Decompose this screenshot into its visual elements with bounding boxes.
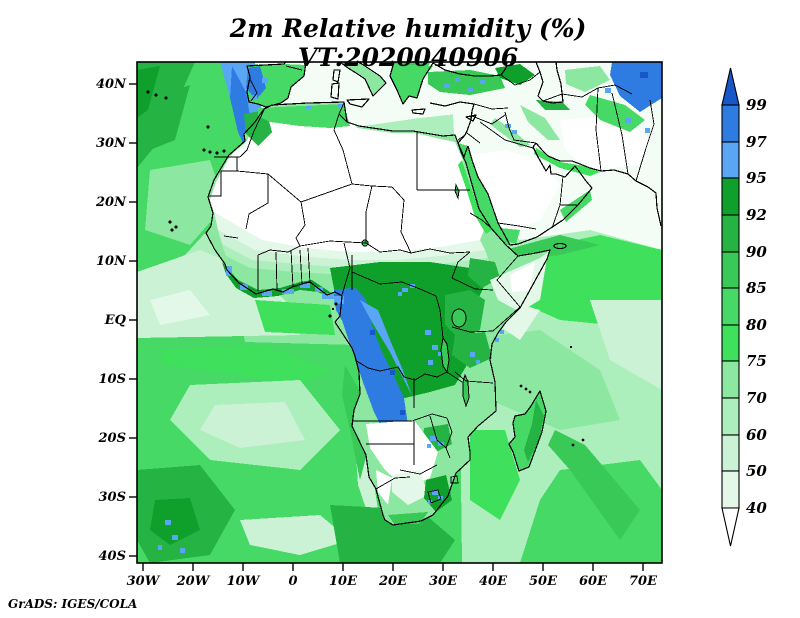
- lon-tick-label: 0: [288, 574, 297, 589]
- lat-tick-label: 30S: [99, 490, 126, 505]
- sahel-band-2: [218, 230, 488, 268]
- map-frame: [136, 61, 663, 564]
- colorbar-segment: [721, 251, 740, 289]
- equatorial-indian-pale: [590, 300, 662, 390]
- lon-tick-label: 50E: [529, 574, 558, 589]
- se-indian-ocean: [520, 460, 662, 563]
- central-asia-blue-patch: [246, 62, 662, 112]
- colorbar-segment: [721, 324, 740, 362]
- lon-tick-label: 10W: [227, 574, 261, 589]
- lat-axis: 40N 30N 20N 10N EQ 10S 20S 30S 40S: [95, 77, 137, 564]
- lon-tick-label: 20E: [378, 574, 408, 589]
- colorbar-segment: [721, 397, 740, 436]
- colorbar-tick-label: 50: [746, 462, 767, 480]
- colorbar-tick-label: 95: [746, 169, 767, 187]
- karoo-pale: [392, 470, 428, 505]
- deep-blue-specks: [370, 72, 648, 415]
- colorbar-segment: [721, 434, 740, 472]
- lakes: [361, 183, 470, 408]
- red-sea-coast-greens: [458, 148, 600, 234]
- madagascar-east-ridge: [524, 400, 544, 462]
- colorbar-segment: [721, 287, 740, 326]
- colorbar-arrow-down: [721, 507, 740, 547]
- lon-tick-label: 20W: [176, 574, 211, 589]
- indian-ocean-patch: [460, 330, 620, 430]
- lon-tick-label: 60E: [579, 574, 608, 589]
- colorbar-tick-label: 99: [746, 96, 767, 114]
- indian-ocean-dark-streak: [548, 430, 640, 540]
- colorbar-segment: [721, 360, 740, 399]
- island-dots: [146, 90, 585, 447]
- lon-tick-label: 70E: [629, 574, 658, 589]
- colorbar-tick-label: 40: [746, 499, 767, 517]
- horn-white-core: [510, 262, 535, 292]
- lat-tick-label: 20S: [98, 431, 126, 446]
- guinea-gulf-swirl: [160, 300, 335, 385]
- colorbar-tick-label: 90: [746, 243, 767, 261]
- colorbar-tick-label: 92: [746, 206, 767, 224]
- colorbar-arrow-up: [721, 67, 740, 106]
- sahel-band-1: [214, 212, 485, 260]
- colorbar-segment: [721, 104, 740, 143]
- colorbar-tick-label: 85: [746, 279, 767, 297]
- colorbar-segment: [721, 141, 740, 179]
- atlantic-palest-spot: [150, 290, 210, 325]
- lat-tick-label: 30N: [96, 136, 127, 151]
- humidity-field: [137, 62, 662, 563]
- colorbar-segment: [721, 470, 740, 509]
- coastlines: [205, 62, 662, 526]
- lat-tick-label: 20N: [95, 195, 127, 210]
- plot-title: 2m Relative humidity (%) VT:2020040906: [229, 14, 587, 72]
- colorbar-tick-label: 80: [746, 316, 767, 334]
- lat-tick-label: 40S: [99, 549, 126, 564]
- lat-tick-label: EQ: [104, 313, 127, 328]
- lon-tick-label: 30W: [127, 574, 161, 589]
- colorbar-segment: [721, 214, 740, 253]
- sw-atlantic-darkest: [150, 498, 200, 545]
- colorbar-tick-label: 97: [746, 133, 767, 151]
- color-scale: 99 97 95 92 90 85 80 75 70 60 50 40: [721, 67, 767, 547]
- colorbar-tick-label: 60: [746, 426, 767, 444]
- lat-tick-label: 10N: [96, 254, 127, 269]
- colorbar-tick-label: 75: [746, 352, 767, 370]
- colorbar-tick-label: 70: [746, 389, 767, 407]
- south-atlantic-pale-core: [200, 402, 350, 555]
- lon-tick-label: 10E: [329, 574, 358, 589]
- lon-tick-label: 30E: [429, 574, 458, 589]
- lat-tick-label: 40N: [96, 77, 127, 92]
- grads-credit: GrADS: IGES/COLA: [8, 597, 138, 611]
- lon-axis: 30W 20W 10W 0 10E 20E 30E 40E 50E 60E 70…: [127, 563, 658, 589]
- mesopotamia-zagros-greens: [340, 62, 610, 147]
- country-borders: [208, 65, 655, 504]
- lon-tick-label: 40E: [479, 574, 508, 589]
- colorbar-segment: [721, 177, 740, 216]
- lat-tick-label: 10S: [99, 372, 126, 387]
